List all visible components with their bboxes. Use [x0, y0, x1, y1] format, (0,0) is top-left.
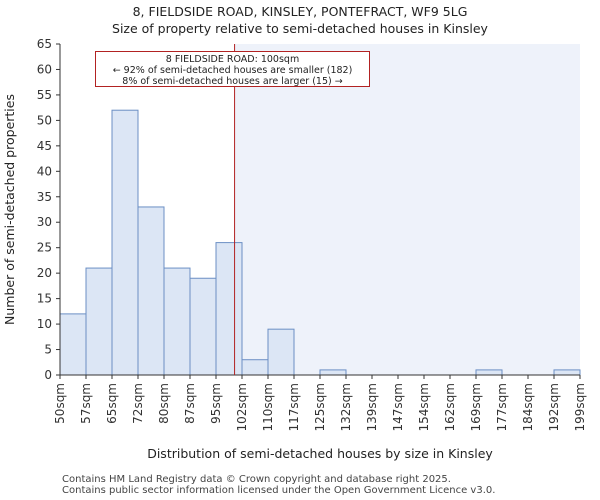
- y-tick-label: 5: [44, 343, 52, 357]
- chart-title: 8, FIELDSIDE ROAD, KINSLEY, PONTEFRACT, …: [132, 4, 468, 19]
- y-tick-label: 25: [37, 241, 52, 255]
- bar-65sqm: [111, 109, 139, 376]
- x-tick-label: 110sqm: [261, 383, 275, 431]
- x-axis-title: Distribution of semi-detached houses by …: [147, 446, 493, 461]
- x-tick-label: 162sqm: [443, 383, 457, 431]
- x-tick-label: 154sqm: [417, 383, 431, 431]
- x-tick-label: 169sqm: [469, 383, 483, 431]
- x-tick-label: 95sqm: [209, 383, 223, 424]
- x-tick-label: 147sqm: [391, 383, 405, 431]
- x-tick-label: 50sqm: [53, 383, 67, 424]
- bar-125sqm: [319, 369, 347, 376]
- bar-102sqm: [241, 359, 269, 376]
- x-tick-label: 65sqm: [105, 383, 119, 424]
- bar-192sqm: [553, 369, 581, 376]
- bar-57sqm: [85, 267, 113, 376]
- x-tick-label: 87sqm: [183, 383, 197, 424]
- bar-50sqm: [59, 313, 87, 376]
- x-tick-label: 125sqm: [313, 383, 327, 431]
- x-tick-label: 117sqm: [287, 383, 301, 431]
- y-tick-label: 50: [37, 113, 52, 127]
- y-tick-label: 0: [44, 368, 52, 382]
- chart-subtitle: Size of property relative to semi-detach…: [112, 21, 488, 36]
- x-tick-label: 139sqm: [365, 383, 379, 431]
- x-tick-label: 57sqm: [79, 383, 93, 424]
- y-axis-title: Number of semi-detached properties: [2, 94, 17, 325]
- bar-72sqm: [137, 206, 165, 376]
- x-tick-label: 199sqm: [573, 383, 587, 431]
- x-tick-label: 177sqm: [495, 383, 509, 431]
- y-tick-label: 55: [37, 88, 52, 102]
- x-tick-label: 80sqm: [157, 383, 171, 424]
- annotation-line-2: ← 92% of semi-detached houses are smalle…: [112, 65, 353, 76]
- y-tick-label: 35: [37, 190, 52, 204]
- annotation-line-3: 8% of semi-detached houses are larger (1…: [122, 76, 343, 87]
- y-tick-label: 45: [37, 139, 52, 153]
- x-tick-label: 132sqm: [339, 383, 353, 431]
- bar-169sqm: [475, 369, 503, 376]
- highlight-region: [234, 44, 581, 375]
- x-tick-label: 192sqm: [547, 383, 561, 431]
- y-tick-label: 10: [37, 317, 52, 331]
- annotation-line-1: 8 FIELDSIDE ROAD: 100sqm: [165, 54, 300, 65]
- y-tick-label: 65: [37, 37, 52, 51]
- footer-line-1: Contains HM Land Registry data © Crown c…: [62, 474, 451, 485]
- x-tick-label: 184sqm: [521, 383, 535, 431]
- y-tick-label: 30: [37, 215, 52, 229]
- annotation-box: 8 FIELDSIDE ROAD: 100sqm ← 92% of semi-d…: [95, 51, 370, 87]
- x-tick-label: 72sqm: [131, 383, 145, 424]
- x-tick-label: 102sqm: [235, 383, 249, 431]
- bar-110sqm: [267, 328, 295, 376]
- bar-80sqm: [163, 267, 191, 376]
- footer-line-2: Contains public sector information licen…: [62, 485, 496, 496]
- bar-95sqm: [215, 242, 243, 376]
- y-tick-label: 40: [37, 164, 52, 178]
- bar-87sqm: [189, 277, 217, 376]
- y-tick-label: 15: [37, 292, 52, 306]
- y-tick-label: 60: [37, 62, 52, 76]
- y-tick-label: 20: [37, 266, 52, 280]
